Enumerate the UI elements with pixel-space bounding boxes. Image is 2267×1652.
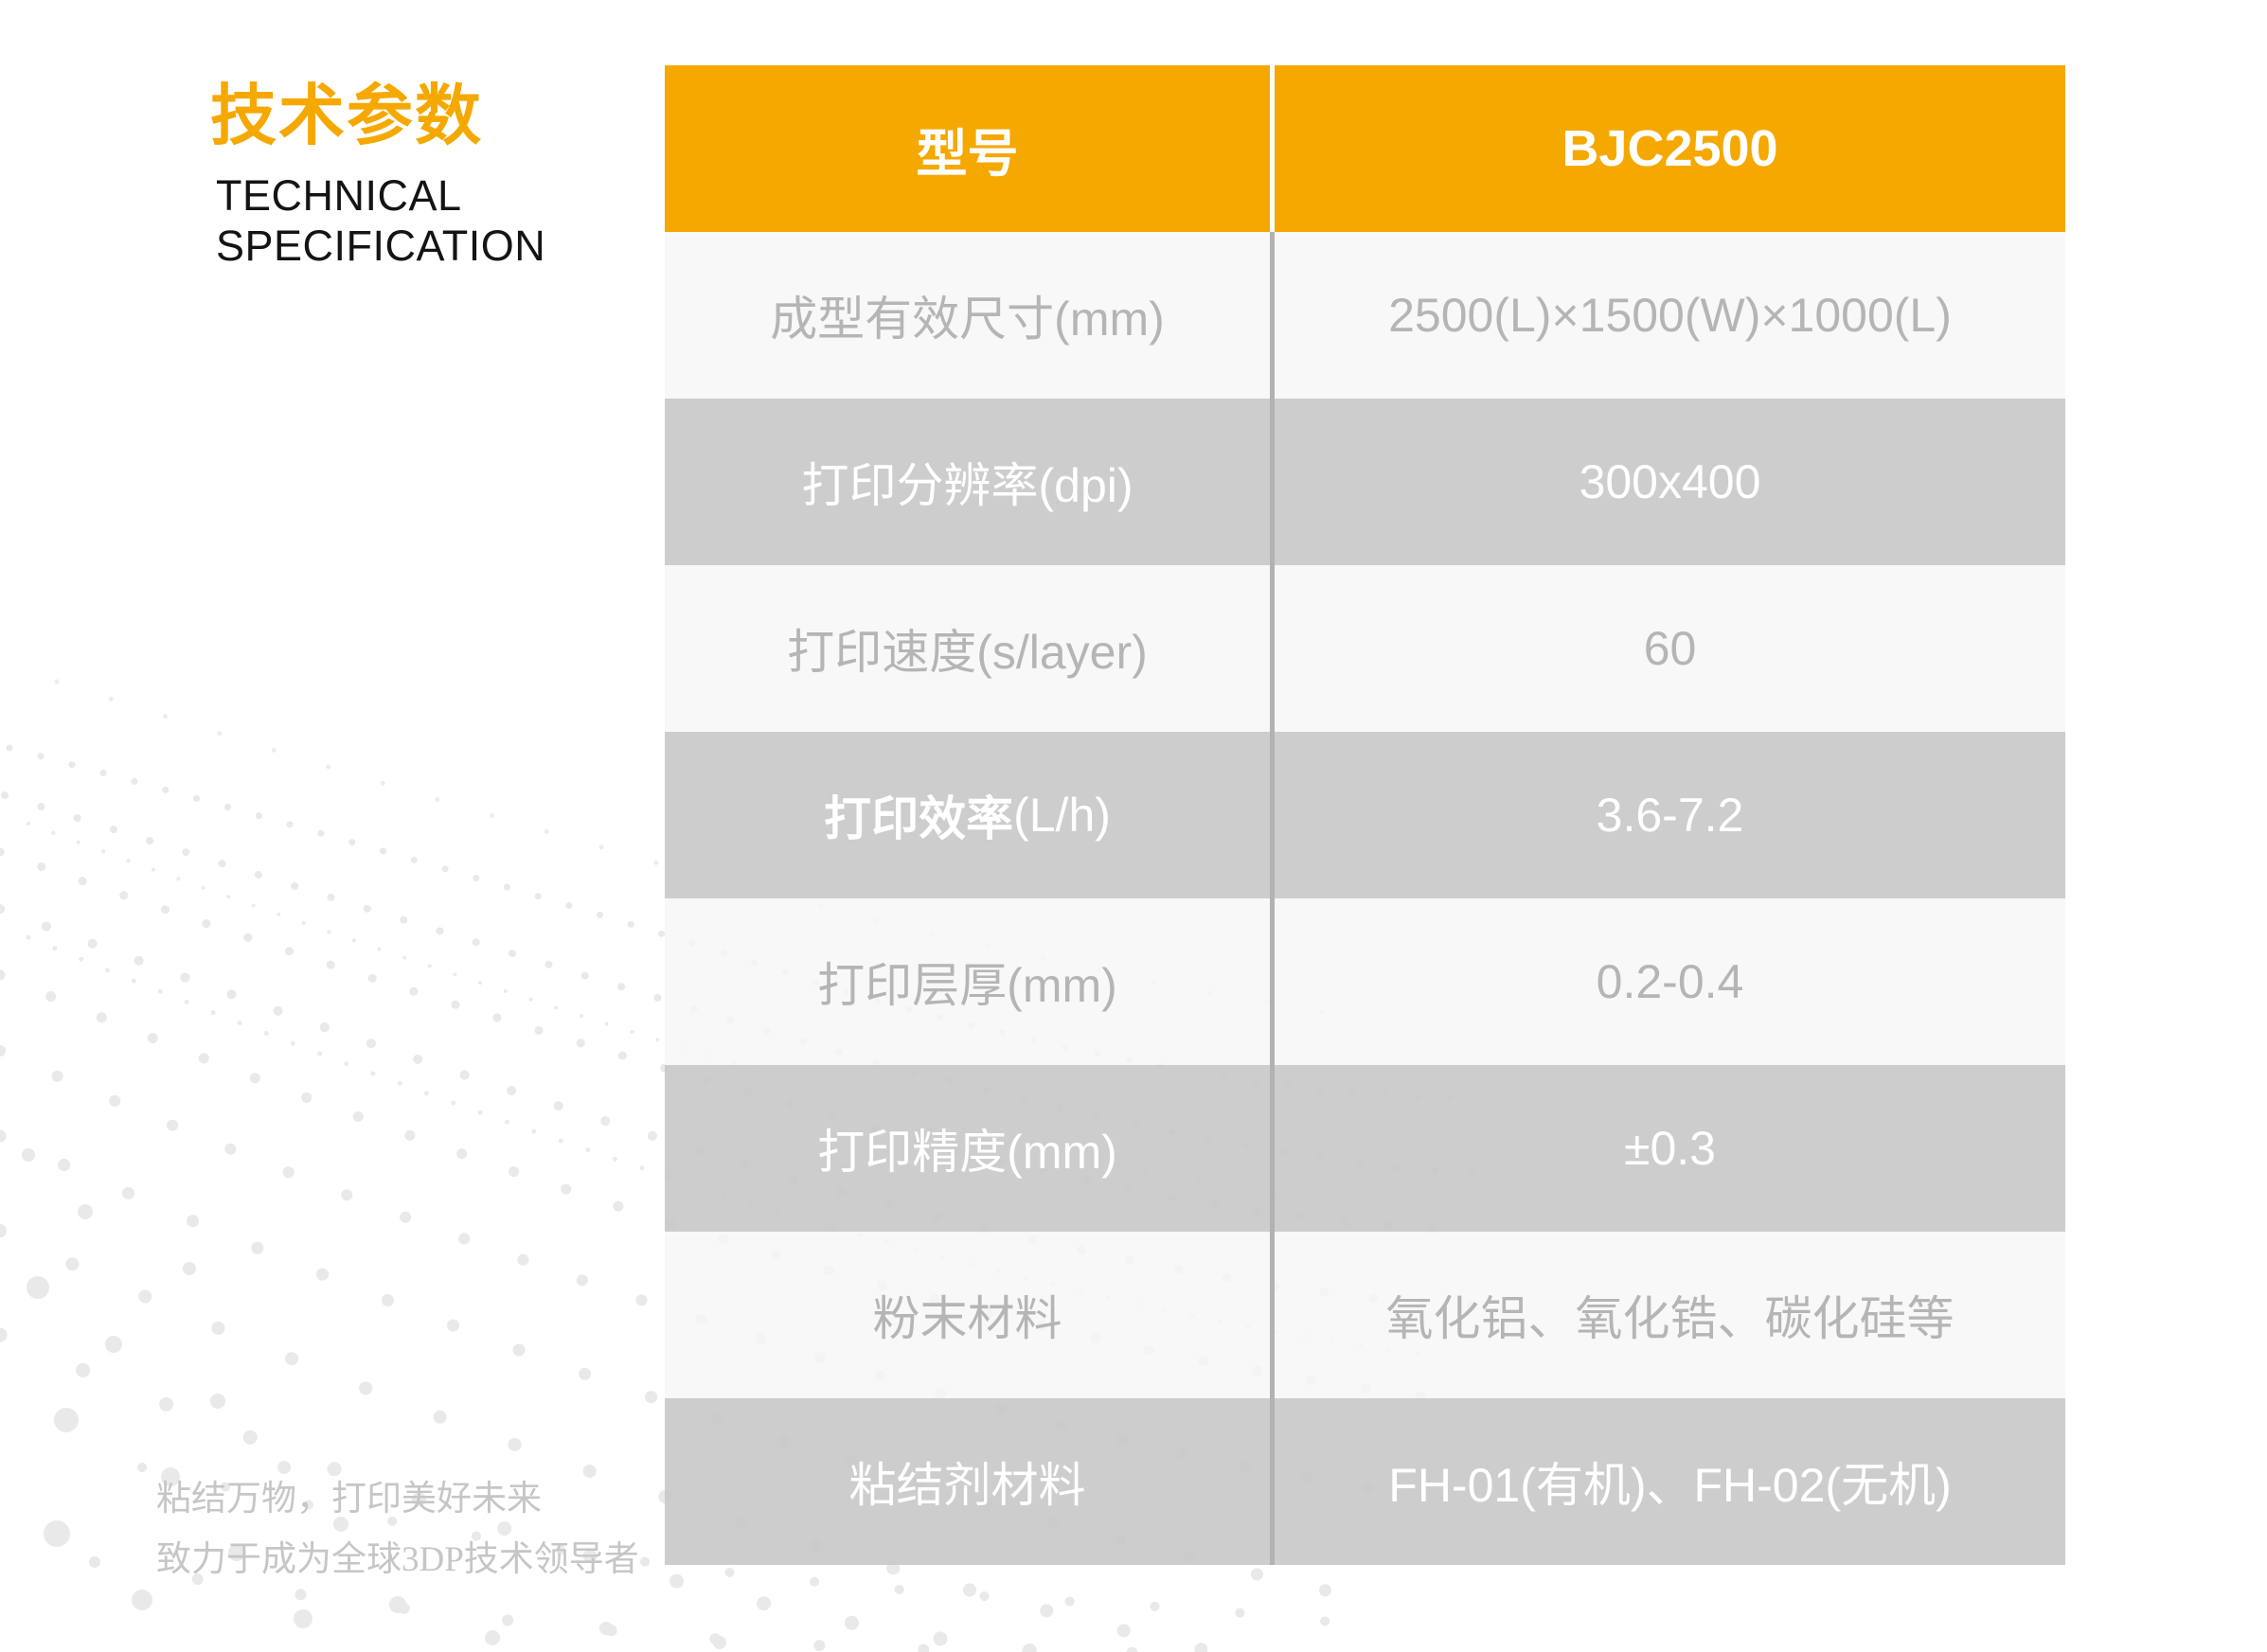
table-row: 成型有效尺寸(mm) 2500(L)×1500(W)×1000(L)	[665, 232, 2065, 399]
table-row: 粉末材料 氧化铝、氧化锆、碳化硅等	[665, 1232, 2065, 1398]
tagline-line2: 致力于成为全球3DP技术领导者	[156, 1539, 639, 1579]
table-row: 打印效率 (L/h) 3.6-7.2	[665, 732, 2065, 898]
table-row: 打印分辨率(dpi) 300x400	[665, 399, 2065, 565]
table-row: 粘结剂材料 FH-01(有机)、FH-02(无机)	[665, 1398, 2065, 1565]
model-value-cell: BJC2500	[1562, 120, 1778, 177]
page-subtitle: TECHNICAL SPECIFICATION	[216, 170, 545, 271]
spec-label-emphasis: 打印效率	[824, 792, 1014, 845]
page-subtitle-line2: SPECIFICATION	[216, 222, 546, 271]
spec-value-cell: 60	[1643, 622, 1697, 675]
company-tagline: 粘结万物，打印美好未来 致力于成为全球3DP技术领导者	[156, 1469, 639, 1590]
spec-label-unit: (L/h)	[1013, 789, 1111, 842]
spec-label-cell: 打印精度(mm)	[665, 1065, 1275, 1232]
page-subtitle-line1: TECHNICAL	[216, 171, 462, 220]
spec-value-cell: FH-01(有机)、FH-02(无机)	[1388, 1459, 1952, 1512]
spec-label-cell: 打印效率 (L/h)	[665, 732, 1275, 898]
tagline-line1: 粘结万物，打印美好未来	[156, 1480, 542, 1519]
spec-table: 型号 BJC2500 成型有效尺寸(mm) 2500(L)×1500(W)×10…	[665, 65, 2065, 1565]
spec-value-cell: 300x400	[1579, 455, 1761, 508]
spec-value-cell: 氧化铝、氧化锆、碳化硅等	[1385, 1292, 1955, 1345]
spec-label-cell: 成型有效尺寸(mm)	[665, 232, 1275, 399]
spec-label-cell: 粉末材料	[665, 1232, 1275, 1398]
spec-value-cell: 3.6-7.2	[1596, 789, 1744, 842]
page-title: 技术参数	[210, 79, 483, 152]
table-row: 打印精度(mm) ±0.3	[665, 1065, 2065, 1232]
spec-label-cell: 打印速度(s/layer)	[665, 565, 1275, 732]
spec-value-cell: 2500(L)×1500(W)×1000(L)	[1388, 289, 1952, 342]
table-row: 打印速度(s/layer) 60	[665, 565, 2065, 732]
spec-label-cell: 打印分辨率(dpi)	[665, 399, 1275, 565]
model-label-cell: 型号	[665, 65, 1275, 232]
table-header-row: 型号 BJC2500	[665, 65, 2065, 232]
table-row: 打印层厚(mm) 0.2-0.4	[665, 898, 2065, 1065]
spec-value-cell: 0.2-0.4	[1596, 955, 1744, 1008]
spec-value-cell: ±0.3	[1624, 1122, 1716, 1175]
spec-label-cell: 打印层厚(mm)	[665, 898, 1275, 1065]
spec-label-cell: 粘结剂材料	[665, 1398, 1275, 1565]
table-body: 成型有效尺寸(mm) 2500(L)×1500(W)×1000(L) 打印分辨率…	[665, 232, 2065, 1565]
